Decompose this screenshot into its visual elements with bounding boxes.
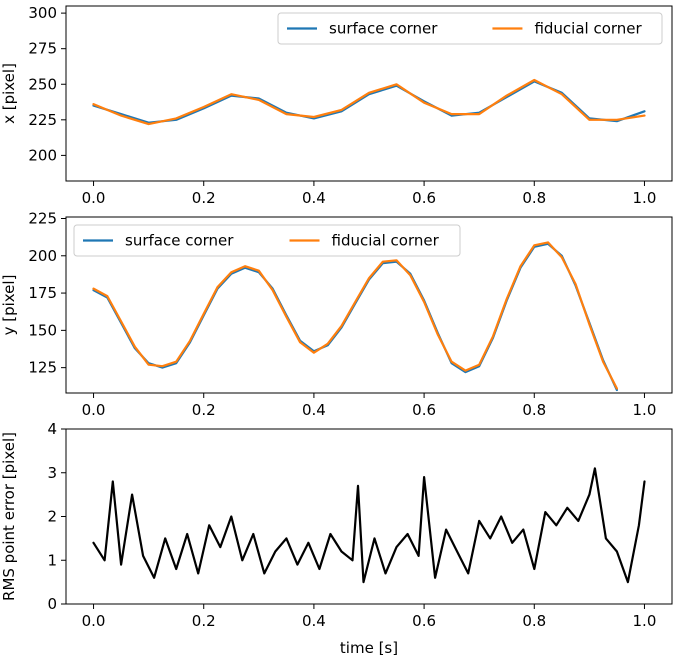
x-tick-label: 0.0: [82, 612, 106, 630]
y-axis-label: RMS point error [pixel]: [0, 432, 18, 601]
axes-frame: [65, 5, 673, 182]
x-tick-label: 0.6: [412, 189, 436, 207]
legend-label: surface corner: [125, 232, 234, 250]
series-line-rms-error: [92, 467, 646, 584]
y-tick-label: 175: [28, 284, 57, 302]
y-tick-label: 0: [47, 595, 57, 613]
legend-label: surface corner: [329, 20, 438, 38]
x-tick-label: 0.8: [522, 612, 546, 630]
x-tick-label: 0.6: [412, 612, 436, 630]
legend-label: fiducial corner: [534, 20, 642, 38]
y-tick-label: 225: [28, 111, 57, 129]
y-tick-label: 125: [28, 359, 57, 377]
x-tick-label: 0.2: [192, 189, 216, 207]
y-tick-label: 2: [47, 508, 57, 526]
y-tick-label: 200: [28, 146, 57, 164]
y-tick-label: 275: [28, 40, 57, 58]
axes-frame: [65, 216, 673, 394]
y-axis-label: x [pixel]: [0, 63, 18, 124]
x-tick-label: 0.4: [302, 189, 326, 207]
x-tick-label: 0.8: [522, 401, 546, 419]
y-axis-label: y [pixel]: [0, 275, 18, 336]
y-tick-label: 300: [28, 4, 57, 22]
x-tick-label: 0.6: [412, 401, 436, 419]
legend: surface corner fiducial corner: [277, 12, 663, 45]
x-tick-label: 0.2: [192, 612, 216, 630]
x-tick-label: 0.0: [82, 189, 106, 207]
y-tick-label: 4: [47, 420, 57, 438]
subplot-1: 0.0 0.2 0.4 0.6 0.8 1.0 200 225 250 275 300 x [pixe…: [0, 4, 673, 207]
y-tick-label: 1: [47, 551, 57, 569]
legend-label: fiducial corner: [332, 232, 440, 250]
subplot-2: 0.0 0.2 0.4 0.6 0.8 1.0 125 150 175 200 225 y [pixe…: [0, 209, 673, 419]
y-tick-label: 200: [28, 247, 57, 265]
series-line-fiducial-corner: [92, 78, 646, 126]
y-tick-label: 3: [47, 464, 57, 482]
x-tick-label: 1.0: [633, 612, 657, 630]
x-tick-label: 1.0: [633, 189, 657, 207]
legend: surface corner fiducial corner: [73, 224, 461, 257]
y-tick-label: 150: [28, 321, 57, 339]
x-tick-label: 0.4: [302, 612, 326, 630]
x-tick-label: 0.4: [302, 401, 326, 419]
x-tick-label: 0.8: [522, 189, 546, 207]
y-tick-label: 225: [28, 209, 57, 227]
x-tick-label: 0.2: [192, 401, 216, 419]
x-tick-label: 0.0: [82, 401, 106, 419]
y-tick-label: 250: [28, 75, 57, 93]
subplot-3: 0.0 0.2 0.4 0.6 0.8 1.0 0 1 2 3 4 RMS point error […: [0, 420, 673, 657]
x-tick-label: 1.0: [633, 401, 657, 419]
x-axis-label: time [s]: [340, 639, 398, 657]
series-line-fiducial-corner: [92, 241, 619, 390]
